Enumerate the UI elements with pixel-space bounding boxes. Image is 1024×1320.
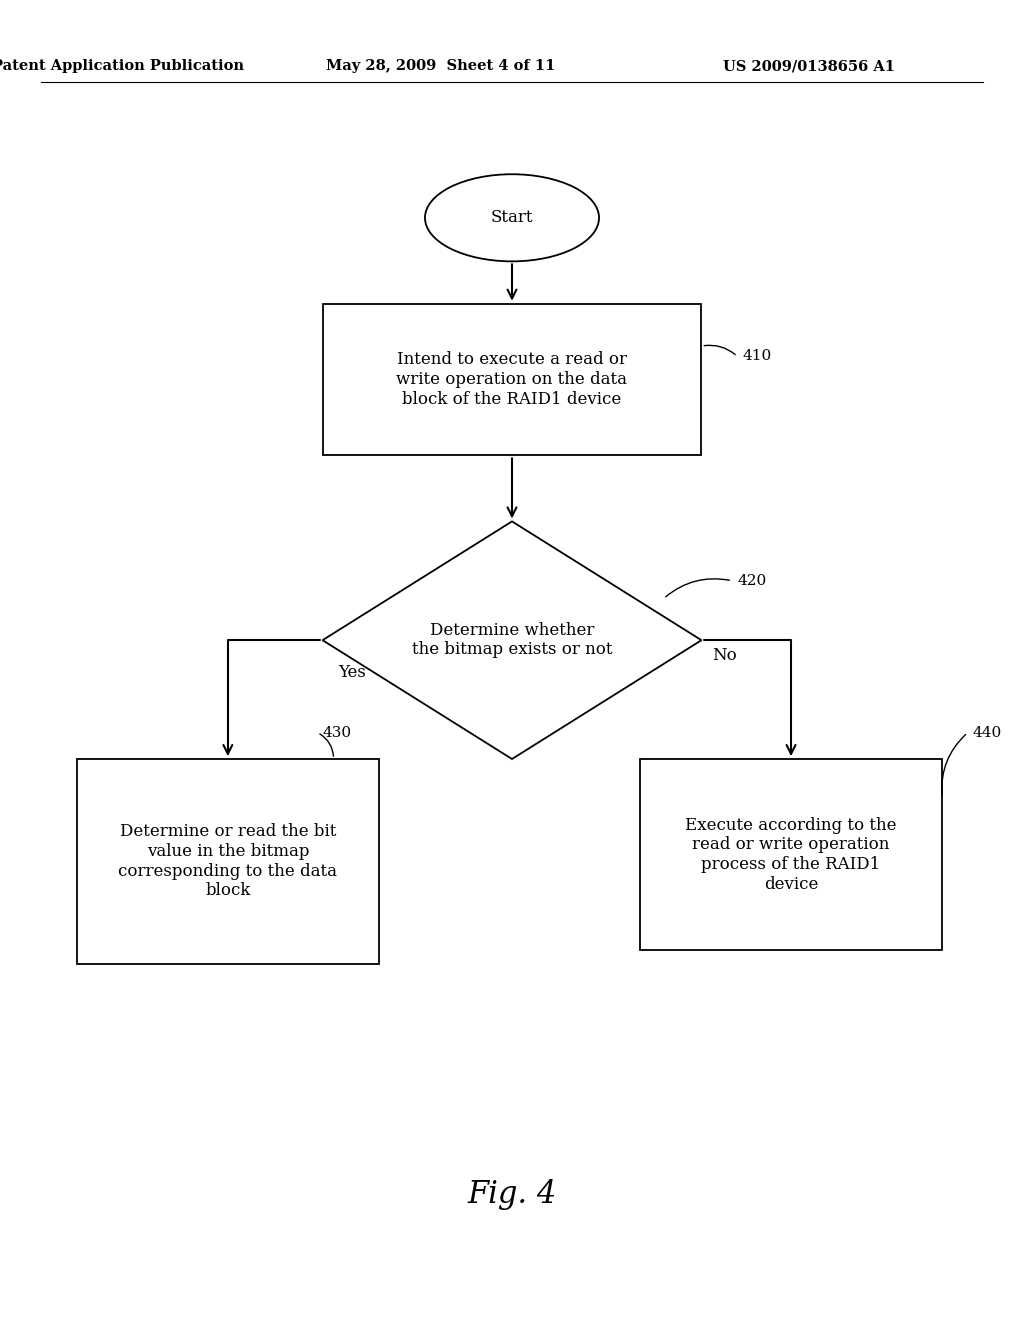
Bar [640, 759, 942, 950]
Text: Determine whether
the bitmap exists or not: Determine whether the bitmap exists or n… [412, 622, 612, 659]
Text: 430: 430 [323, 726, 351, 739]
Text: 440: 440 [973, 726, 1002, 739]
Text: Intend to execute a read or
write operation on the data
block of the RAID1 devic: Intend to execute a read or write operat… [396, 351, 628, 408]
Text: Patent Application Publication: Patent Application Publication [0, 59, 244, 73]
Text: 410: 410 [742, 350, 772, 363]
Text: Determine or read the bit
value in the bitmap
corresponding to the data
block: Determine or read the bit value in the b… [119, 824, 337, 899]
Bar [77, 759, 379, 964]
Text: No: No [712, 647, 736, 664]
Text: Execute according to the
read or write operation
process of the RAID1
device: Execute according to the read or write o… [685, 817, 897, 892]
Text: Fig. 4: Fig. 4 [467, 1179, 557, 1210]
Bar [323, 304, 701, 455]
Text: Start: Start [490, 210, 534, 226]
Text: US 2009/0138656 A1: US 2009/0138656 A1 [723, 59, 895, 73]
Text: Yes: Yes [338, 664, 366, 681]
Text: 420: 420 [737, 574, 767, 587]
Text: May 28, 2009  Sheet 4 of 11: May 28, 2009 Sheet 4 of 11 [326, 59, 555, 73]
